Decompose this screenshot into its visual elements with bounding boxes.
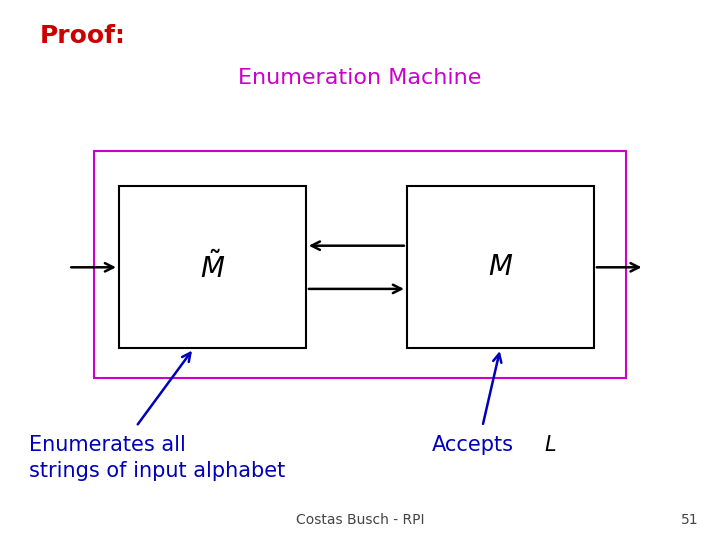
Text: Enumeration Machine: Enumeration Machine xyxy=(238,68,482,87)
Text: Accepts: Accepts xyxy=(432,435,514,455)
Text: 51: 51 xyxy=(681,512,698,526)
Bar xyxy=(94,151,626,378)
Text: Enumerates all
strings of input alphabet: Enumerates all strings of input alphabet xyxy=(29,435,285,481)
Text: $L$: $L$ xyxy=(544,435,556,455)
Text: $M$: $M$ xyxy=(487,254,513,281)
Text: $\tilde{M}$: $\tilde{M}$ xyxy=(199,251,225,284)
Bar xyxy=(407,186,594,348)
Text: Costas Busch - RPI: Costas Busch - RPI xyxy=(296,512,424,526)
Bar xyxy=(119,186,306,348)
Text: Proof:: Proof: xyxy=(40,24,125,48)
